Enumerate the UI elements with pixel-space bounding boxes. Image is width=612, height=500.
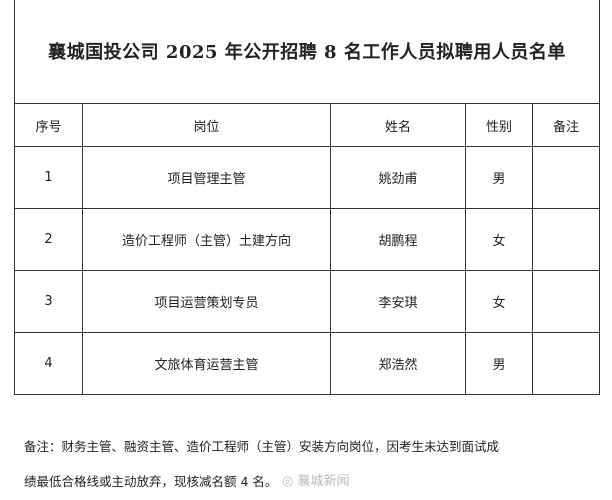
cell-index: 1 — [14, 146, 83, 209]
header-position: 岗位 — [82, 103, 331, 147]
cell-index: 3 — [14, 270, 83, 333]
cell-gender: 男 — [465, 146, 533, 209]
table-title: 襄城国投公司 2025 年公开招聘 8 名工作人员拟聘用人员名单 — [13, 0, 601, 104]
cell-gender: 女 — [465, 208, 533, 271]
header-name: 姓名 — [330, 103, 466, 147]
cell-position: 项目运营策划专员 — [82, 270, 331, 333]
cell-remarks — [531, 146, 601, 209]
note-line-1: 备注：财务主管、融资主管、造价工程师（主管）安装方向岗位，因考生未达到面试成 — [24, 439, 500, 454]
cell-position: 文旅体育运营主管 — [82, 332, 331, 395]
cell-name: 郑浩然 — [330, 332, 466, 395]
cell-position: 造价工程师（主管）土建方向 — [82, 208, 331, 271]
candidate-table: 襄城国投公司 2025 年公开招聘 8 名工作人员拟聘用人员名单 序号 岗位 姓… — [13, 0, 601, 395]
watermark: ◎ 襄城新闻 — [282, 474, 350, 489]
header-index: 序号 — [14, 103, 83, 147]
cell-index: 2 — [14, 208, 83, 271]
cell-name: 李安琪 — [330, 270, 466, 333]
cell-remarks — [531, 208, 601, 271]
cell-gender: 男 — [465, 332, 533, 395]
cell-remarks — [531, 332, 601, 395]
cell-gender: 女 — [465, 270, 533, 333]
cell-index: 4 — [14, 332, 83, 395]
table-row: 2 造价工程师（主管）土建方向 胡鹏程 女 — [14, 208, 601, 271]
cell-name: 胡鹏程 — [330, 208, 466, 271]
table-row: 3 项目运营策划专员 李安琪 女 — [14, 270, 601, 333]
cell-position: 项目管理主管 — [82, 146, 331, 209]
table-row: 1 项目管理主管 姚劲甫 男 — [14, 146, 601, 209]
header-gender: 性别 — [465, 103, 533, 147]
note-line-2: 绩最低合格线或主动放弃，现核减名额 4 名。 — [24, 474, 278, 489]
header-remarks: 备注 — [531, 103, 601, 147]
cell-remarks — [531, 270, 601, 333]
header-row: 序号 岗位 姓名 性别 备注 — [14, 103, 601, 147]
table-row: 4 文旅体育运营主管 郑浩然 男 — [14, 332, 601, 395]
weibo-icon: ◎ — [282, 474, 294, 489]
cell-name: 姚劲甫 — [330, 146, 466, 209]
